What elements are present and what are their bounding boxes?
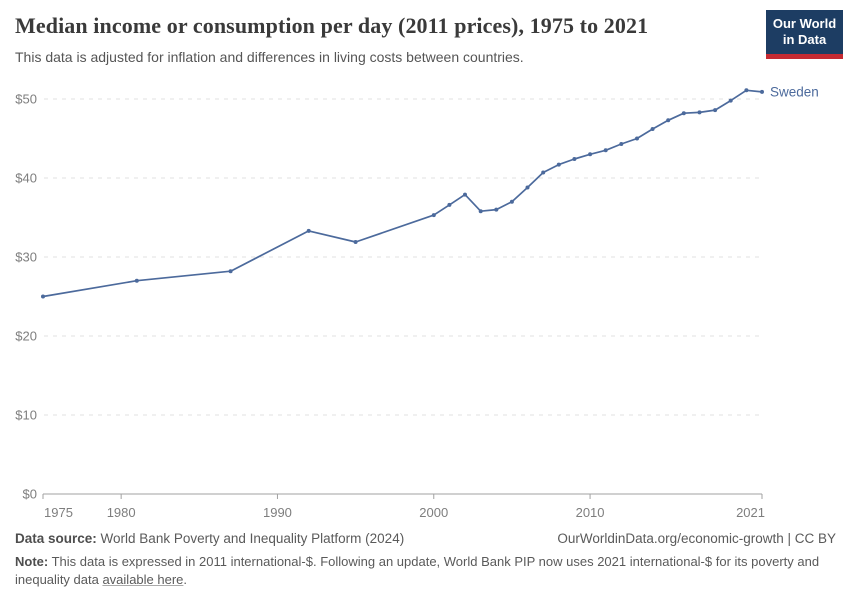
data-point[interactable]: [603, 148, 608, 153]
note-line: Note: This data is expressed in 2011 int…: [15, 553, 836, 590]
data-point[interactable]: [463, 192, 467, 197]
data-point[interactable]: [541, 170, 546, 175]
data-point[interactable]: [728, 98, 733, 103]
data-point[interactable]: [666, 118, 671, 123]
owid-logo-line1: Our World: [772, 16, 837, 31]
owid-logo[interactable]: Our World in Data: [766, 10, 843, 59]
x-axis-tick-label: 2000: [419, 505, 448, 520]
data-point[interactable]: [478, 209, 483, 214]
note-text: This data is expressed in 2011 internati…: [15, 554, 820, 588]
x-axis-tick-label: 2021: [736, 505, 765, 520]
x-axis-tick-label: 1980: [107, 505, 136, 520]
note-period: .: [183, 572, 188, 588]
chart-subtitle: This data is adjusted for inflation and …: [15, 49, 524, 66]
data-source-line: Data source: World Bank Poverty and Ineq…: [15, 531, 404, 546]
chart-header: Median income or consumption per day (20…: [15, 13, 755, 67]
data-point[interactable]: [494, 207, 499, 212]
y-axis-tick-label: $10: [15, 408, 37, 423]
y-axis-tick-label: $20: [15, 329, 37, 344]
data-point[interactable]: [588, 152, 593, 157]
x-axis-tick-label: 1975: [44, 505, 73, 520]
data-point[interactable]: [760, 89, 764, 94]
data-point[interactable]: [134, 278, 139, 283]
note-label: Note:: [15, 554, 49, 569]
y-axis-tick-label: $30: [15, 250, 37, 265]
data-point[interactable]: [353, 240, 358, 244]
data-point[interactable]: [41, 294, 45, 299]
entity-label-sweden[interactable]: Sweden: [770, 84, 819, 99]
data-point[interactable]: [744, 88, 749, 93]
data-point[interactable]: [650, 127, 655, 131]
y-axis-tick-label: $0: [23, 487, 37, 502]
data-source-label: Data source:: [15, 531, 97, 546]
data-source-value: World Bank Poverty and Inequality Platfo…: [100, 531, 405, 546]
data-point[interactable]: [713, 108, 718, 113]
owid-logo-line2: in Data: [782, 32, 827, 48]
attribution-link[interactable]: OurWorldinData.org/economic-growth | CC …: [557, 531, 836, 546]
series-line-sweden[interactable]: [42, 89, 763, 298]
data-point[interactable]: [556, 162, 561, 167]
data-point[interactable]: [431, 213, 436, 218]
data-point[interactable]: [447, 202, 452, 207]
data-point[interactable]: [697, 110, 702, 115]
chart-title: Median income or consumption per day (20…: [15, 13, 649, 38]
x-axis-tick-label: 1990: [263, 505, 292, 520]
data-point[interactable]: [635, 136, 639, 141]
data-point[interactable]: [306, 228, 311, 233]
data-point[interactable]: [525, 185, 530, 190]
data-point[interactable]: [619, 142, 624, 146]
y-axis-tick-label: $40: [15, 171, 37, 186]
chart-footer: Data source: World Bank Poverty and Ineq…: [15, 531, 836, 590]
data-point[interactable]: [572, 157, 577, 161]
data-point[interactable]: [509, 199, 514, 204]
note-available-here-link[interactable]: available here: [102, 572, 184, 588]
data-point[interactable]: [681, 111, 686, 116]
x-axis-tick-label: 2010: [576, 505, 605, 520]
y-axis-tick-label: $50: [15, 92, 37, 107]
data-point[interactable]: [228, 269, 233, 274]
